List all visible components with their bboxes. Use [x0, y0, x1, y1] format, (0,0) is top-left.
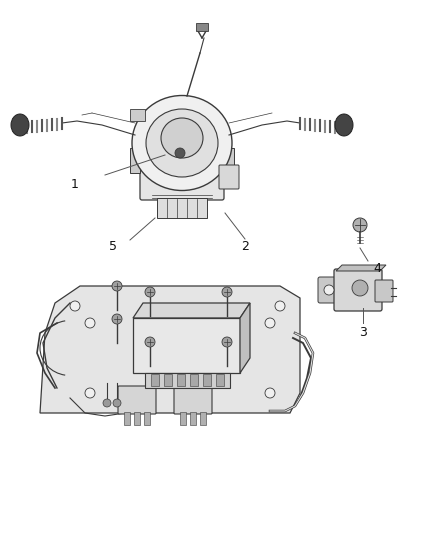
Polygon shape	[145, 373, 230, 388]
FancyBboxPatch shape	[174, 386, 212, 414]
Circle shape	[70, 301, 80, 311]
Circle shape	[353, 218, 367, 232]
Bar	[224, 148, 234, 173]
Text: 2: 2	[241, 240, 249, 254]
Bar	[130, 109, 145, 121]
Bar	[134, 412, 140, 425]
Bar	[164, 374, 172, 386]
Text: 4: 4	[373, 262, 381, 274]
Bar	[151, 374, 159, 386]
Circle shape	[112, 281, 122, 291]
Circle shape	[352, 280, 368, 296]
Text: 1: 1	[71, 179, 79, 191]
Bar	[190, 374, 198, 386]
FancyBboxPatch shape	[118, 386, 156, 414]
Bar	[180, 412, 186, 425]
Polygon shape	[133, 318, 240, 373]
Circle shape	[222, 337, 232, 347]
Ellipse shape	[161, 118, 203, 158]
FancyBboxPatch shape	[318, 277, 340, 303]
FancyBboxPatch shape	[375, 280, 393, 302]
FancyBboxPatch shape	[219, 165, 239, 189]
Bar	[203, 374, 211, 386]
Circle shape	[145, 287, 155, 297]
Circle shape	[265, 388, 275, 398]
Bar	[190, 412, 196, 425]
Circle shape	[85, 318, 95, 328]
Bar	[196, 23, 208, 31]
Polygon shape	[240, 303, 250, 373]
Ellipse shape	[146, 109, 218, 177]
Circle shape	[85, 388, 95, 398]
Circle shape	[275, 301, 285, 311]
Circle shape	[265, 318, 275, 328]
Bar	[200, 412, 206, 425]
Bar	[124, 412, 130, 425]
Polygon shape	[133, 303, 250, 318]
Bar	[157, 198, 207, 218]
Bar	[177, 374, 185, 386]
FancyBboxPatch shape	[334, 269, 382, 311]
Text: 5: 5	[109, 240, 117, 254]
Text: 3: 3	[359, 327, 367, 340]
Circle shape	[222, 287, 232, 297]
Polygon shape	[40, 286, 300, 413]
Bar	[130, 148, 140, 173]
FancyBboxPatch shape	[140, 146, 224, 200]
Ellipse shape	[132, 95, 232, 190]
Bar	[216, 374, 224, 386]
Circle shape	[112, 314, 122, 324]
Circle shape	[145, 337, 155, 347]
Ellipse shape	[335, 114, 353, 136]
Circle shape	[324, 285, 334, 295]
Bar	[144, 412, 150, 425]
Polygon shape	[336, 265, 386, 271]
Circle shape	[175, 148, 185, 158]
Circle shape	[113, 399, 121, 407]
Ellipse shape	[11, 114, 29, 136]
Circle shape	[103, 399, 111, 407]
